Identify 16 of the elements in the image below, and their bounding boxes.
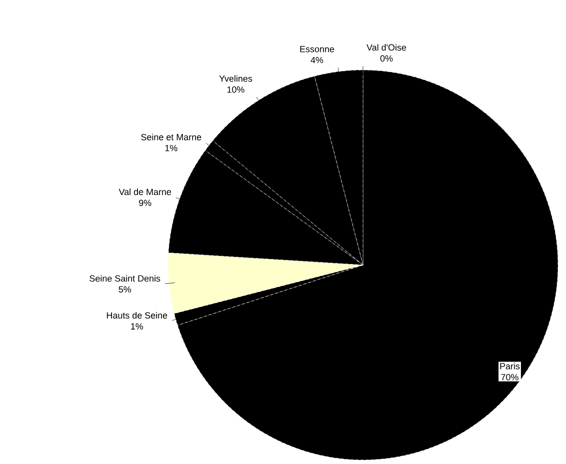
slice-label: Seine et Marne [141,134,202,140]
slice-label: Val de Marne [118,188,172,196]
data-label: 9% [139,200,152,206]
category-label: Val d'Oise [366,44,406,51]
slice-label: Hauts de Seine [106,312,168,319]
text: 0% [380,55,393,62]
slice-label: Paris [500,362,520,370]
data-label: 1% [131,323,144,330]
data-label: 10% [227,86,244,93]
data-label: 1% [165,144,178,152]
data-label: 4% [310,56,324,64]
slice-label: Seine Saint Denis [90,275,160,282]
data-label: 70% [501,374,518,380]
slice-label: Essonne [300,46,334,52]
data-label: 5% [118,286,132,293]
slice-label: Yvelines [219,75,252,82]
